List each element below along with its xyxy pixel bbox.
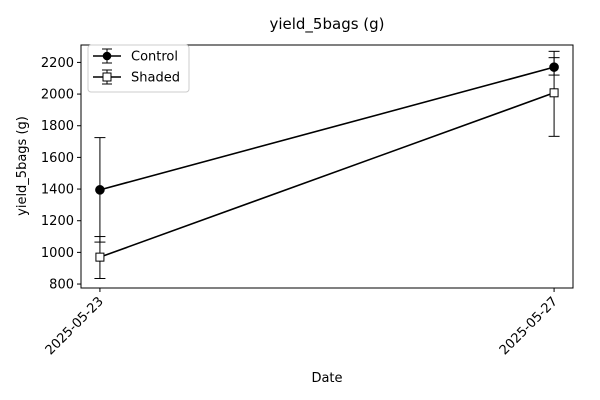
series-shaded (94, 57, 560, 280)
x-axis-label: Date (311, 371, 342, 386)
y-tick-label: 800 (49, 278, 74, 293)
y-tick-label: 1600 (41, 151, 74, 166)
legend-marker (102, 72, 112, 82)
y-tick-label: 1400 (41, 183, 74, 198)
series-line (99, 92, 555, 258)
y-tick-label: 2200 (41, 56, 74, 71)
y-tick-label: 1800 (41, 119, 74, 134)
legend-entry: Shaded (93, 69, 180, 86)
axes (80, 44, 574, 289)
y-tick-label: 1000 (41, 246, 74, 261)
legend-entry: Control (93, 48, 178, 65)
plot-frame (80, 44, 574, 289)
y-axis-ticks: 800 1000 1200 1400 1600 1800 2000 2200 (41, 56, 81, 293)
series-line (99, 66, 555, 191)
data-point (549, 88, 559, 98)
legend-label: Shaded (131, 71, 180, 86)
data-point (95, 252, 105, 262)
y-tick-label: 2000 (41, 88, 74, 103)
y-axis-label: yield_5bags (g) (15, 116, 30, 216)
legend-label: Control (131, 50, 178, 65)
series-group (94, 50, 560, 280)
chart-title: yield_5bags (g) (269, 15, 384, 34)
legend: Control Shaded (87, 44, 190, 93)
legend-marker (102, 51, 112, 61)
y-tick-label: 1200 (41, 214, 74, 229)
data-point (95, 185, 105, 195)
